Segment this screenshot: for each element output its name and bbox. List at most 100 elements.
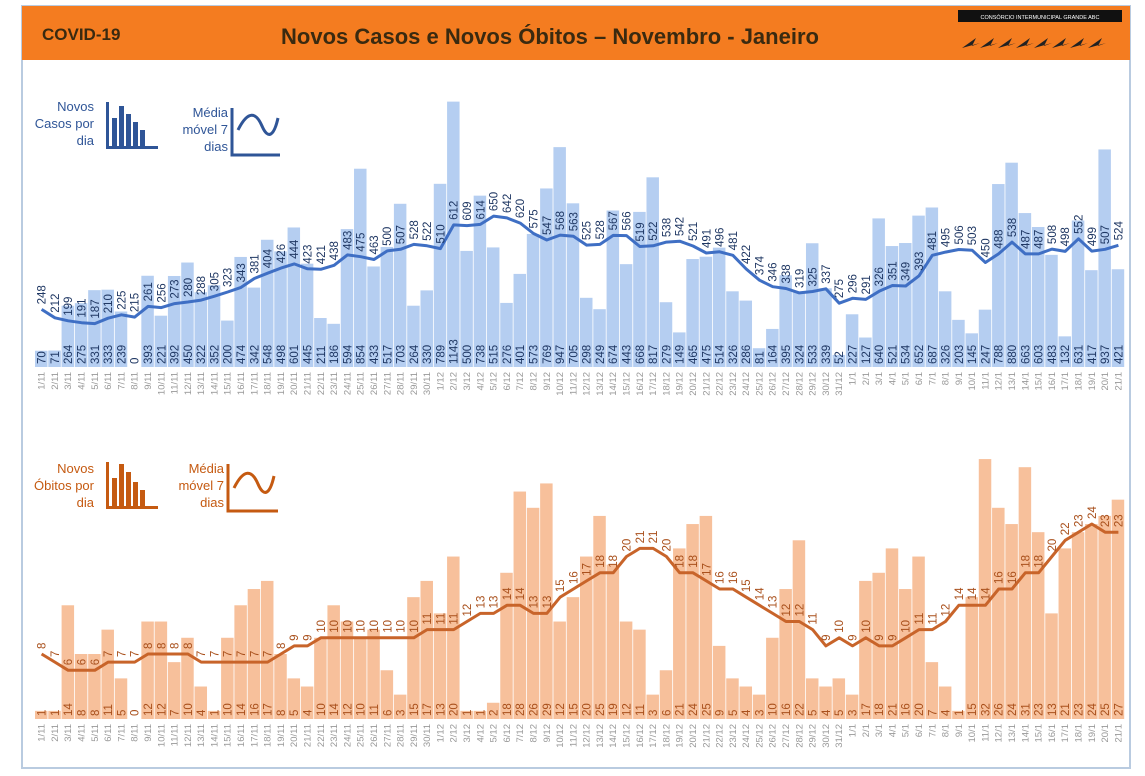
bar-value-label: 81 — [754, 351, 766, 364]
bar — [699, 515, 713, 719]
x-tick-label: 22/11 — [316, 724, 327, 747]
line-value-label: 215 — [130, 293, 142, 312]
line-value-label: 7 — [130, 651, 142, 657]
line-value-label: 18 — [688, 555, 700, 568]
x-tick-label: 19/1 — [1087, 724, 1098, 743]
line-value-label: 8 — [183, 643, 195, 649]
bar — [712, 247, 726, 367]
x-tick-label: 11/1 — [980, 372, 991, 390]
x-tick-label: 5/1 — [901, 372, 912, 385]
bar-value-label: 0 — [130, 710, 142, 716]
bar — [540, 483, 553, 719]
bar-value-label: 788 — [994, 345, 1006, 364]
line-value-label: 9 — [821, 634, 833, 640]
x-tick-label: 2/11 — [50, 724, 61, 742]
bar — [354, 168, 367, 367]
line-value-label: 609 — [462, 201, 474, 220]
x-tick-label: 13/1 — [1007, 372, 1018, 391]
bar — [300, 263, 314, 367]
bar-value-label: 7 — [927, 710, 939, 716]
bar-value-label: 13 — [1047, 703, 1059, 716]
bar-value-label: 393 — [143, 345, 155, 364]
bar — [619, 264, 633, 367]
x-tick-label: 9/12 — [542, 724, 553, 743]
x-tick-label: 13/12 — [595, 724, 606, 748]
line-value-label: 500 — [382, 227, 394, 246]
line-value-label: 23 — [1113, 514, 1125, 527]
line-value-label: 10 — [834, 620, 846, 633]
bar — [739, 686, 753, 719]
line-value-label: 349 — [901, 262, 913, 281]
bar — [726, 291, 739, 367]
x-tick-label: 22/11 — [316, 372, 327, 395]
line-value-label: 261 — [143, 282, 155, 301]
x-tick-label: 29/11 — [409, 724, 420, 747]
bar-value-label: 15 — [409, 703, 421, 716]
bar-value-label: 9 — [715, 710, 727, 716]
x-tick-label: 17/1 — [1060, 724, 1071, 743]
bar — [1071, 220, 1085, 367]
bar-value-label: 395 — [781, 345, 793, 364]
bar-value-label: 247 — [980, 345, 992, 364]
x-tick-label: 27/12 — [781, 372, 792, 396]
line-value-label: 210 — [103, 294, 115, 313]
line-value-label: 528 — [409, 220, 421, 239]
x-tick-label: 23/12 — [728, 724, 739, 748]
bar — [885, 246, 899, 367]
line-value-label: 23 — [1100, 514, 1112, 527]
bar — [1085, 524, 1098, 719]
bar-value-label: 71 — [50, 351, 62, 364]
line-value-label: 7 — [209, 651, 221, 657]
bar — [1018, 467, 1032, 719]
bar-value-label: 652 — [914, 345, 926, 364]
bar-value-label: 18 — [502, 703, 514, 716]
x-tick-label: 24/12 — [741, 372, 752, 396]
bar — [88, 290, 101, 367]
line-value-label: 508 — [1047, 225, 1059, 244]
x-tick-label: 8/1 — [941, 372, 952, 385]
bar — [633, 211, 646, 367]
x-tick-label: 16/11 — [236, 372, 247, 395]
line-value-label: 12 — [794, 604, 806, 617]
x-tick-label: 17/12 — [648, 724, 659, 748]
bar — [792, 540, 806, 719]
x-tick-label: 10/12 — [555, 372, 566, 396]
bar-value-label: 12 — [555, 703, 567, 716]
bar — [101, 629, 114, 719]
x-tick-label: 7/11 — [116, 724, 127, 742]
bar-value-label: 769 — [542, 345, 554, 364]
bar-value-label: 10 — [316, 703, 328, 716]
line-value-label: 248 — [37, 285, 49, 304]
bar — [486, 702, 500, 719]
x-tick-label: 14/11 — [209, 372, 220, 395]
bar — [792, 291, 806, 367]
line-value-label: 18 — [1034, 555, 1046, 568]
x-tick-label: 11/11 — [170, 372, 181, 394]
line-value-label: 10 — [316, 620, 328, 633]
line-value-label: 12 — [462, 604, 474, 617]
bar — [1045, 254, 1058, 367]
x-tick-label: 15/11 — [223, 724, 234, 747]
bar-value-label: 326 — [728, 345, 740, 364]
bar-value-label: 339 — [821, 345, 833, 364]
bar — [593, 515, 606, 719]
line-value-label: 337 — [821, 265, 833, 284]
bar — [912, 556, 925, 719]
bar-value-label: 603 — [1034, 345, 1046, 364]
bar — [1111, 499, 1125, 719]
line-value-label: 11 — [435, 613, 447, 625]
x-tick-label: 5/11 — [90, 724, 101, 742]
bar-value-label: 16 — [901, 703, 913, 716]
bar-value-label: 880 — [1007, 345, 1019, 364]
bar — [48, 710, 61, 719]
bar-value-label: 1 — [475, 710, 487, 716]
bar — [101, 289, 114, 367]
bar — [566, 203, 580, 367]
line-value-label: 503 — [967, 226, 979, 245]
x-tick-label: 25/11 — [356, 724, 367, 747]
bar-value-label: 15 — [967, 703, 979, 716]
bar-value-label: 5 — [808, 710, 820, 716]
x-tick-label: 24/11 — [342, 372, 353, 395]
bar-value-label: 817 — [648, 345, 660, 364]
